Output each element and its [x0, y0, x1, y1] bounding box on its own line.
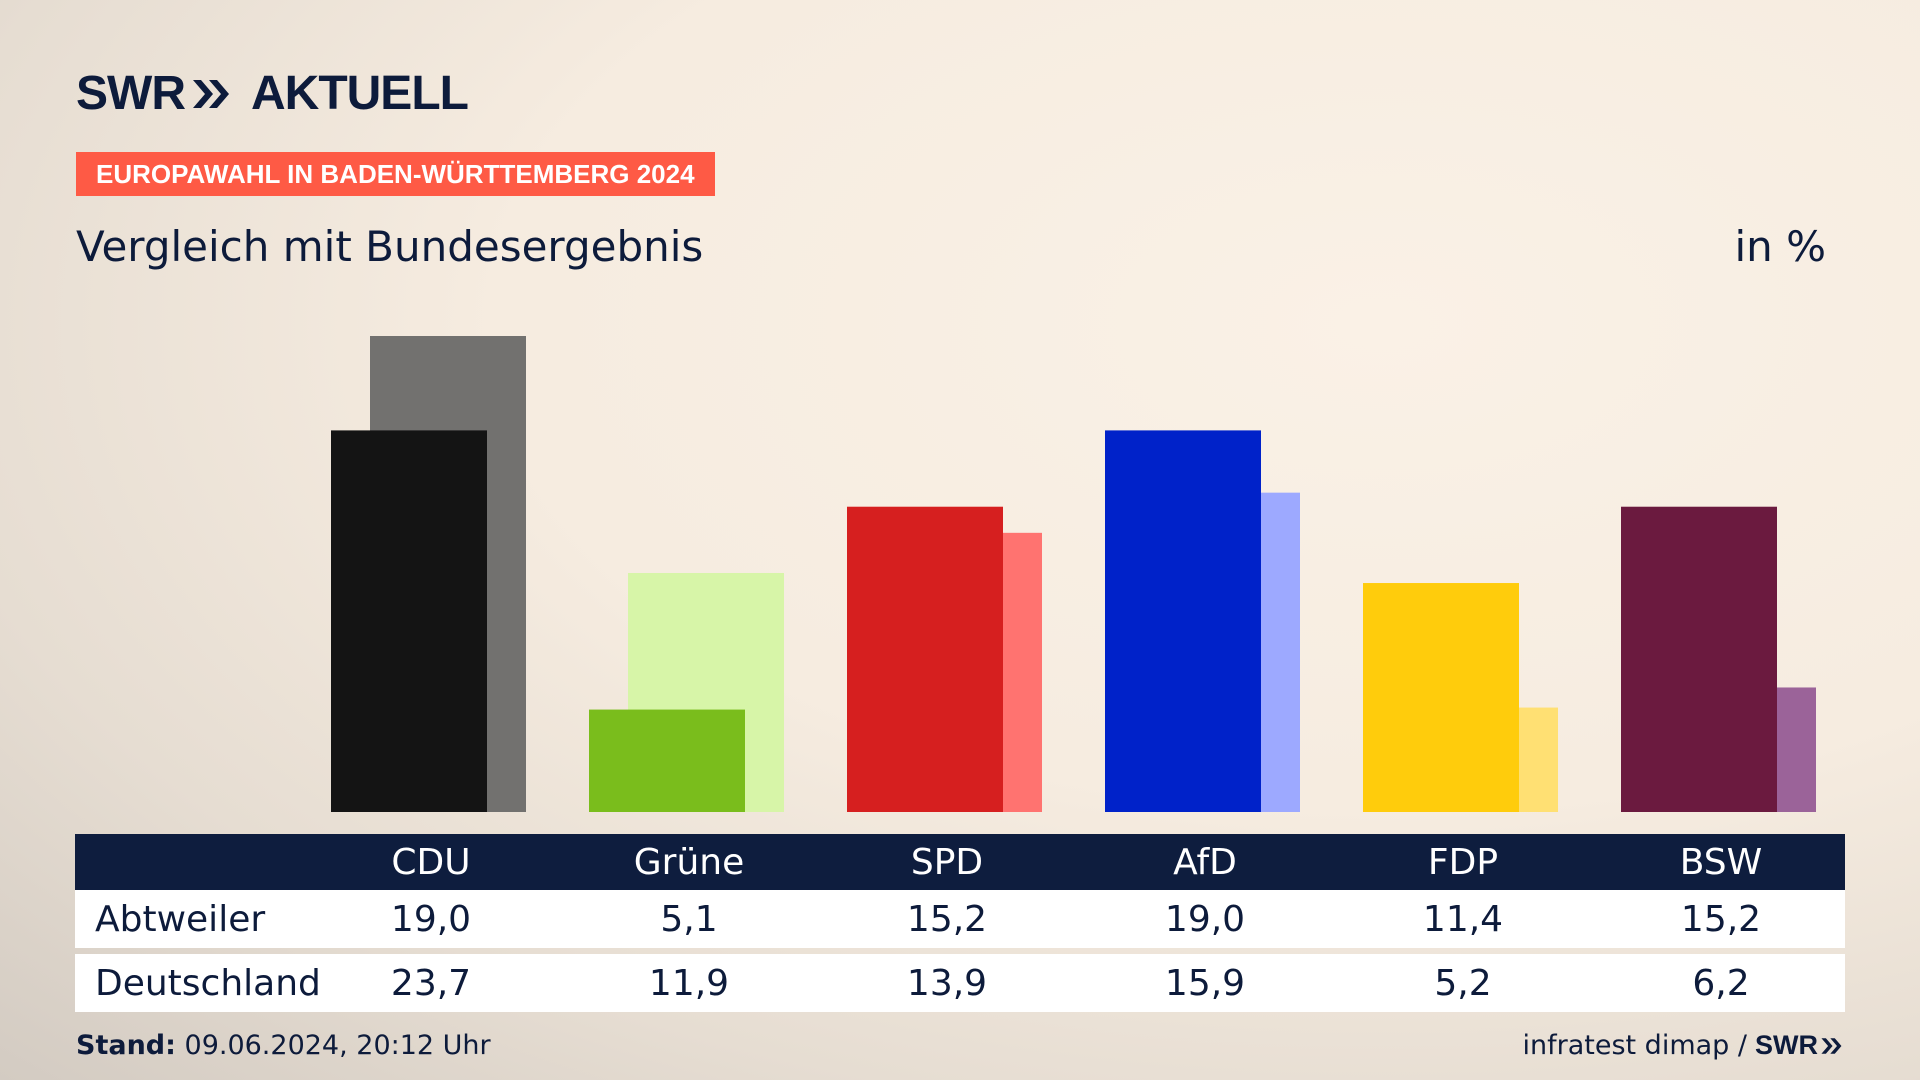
swr-aktuell-logo: SWR AKTUELL [76, 66, 469, 121]
results-table: CDU Grüne SPD AfD FDP BSW Abtweiler 19,0 5,1 15… [75, 834, 1845, 1012]
value-label-1-0: 23,7 [390, 962, 472, 1004]
table-row: Deutschland 23,7 11,9 13,9 15,9 5,2 6,2 [75, 954, 1845, 1012]
stand-value: 09.06.2024, 20:12 Uhr [184, 1030, 491, 1061]
party-label-1: Grüne [633, 841, 745, 883]
kicker-label: EUROPAWAHL IN BADEN-WÜRTTEMBERG 2024 [76, 152, 715, 196]
source-text: infratest dimap / [1522, 1030, 1747, 1061]
chart-subtitle: Vergleich mit Bundesergebnis [76, 222, 704, 271]
value-label-1-5: 6,2 [1692, 962, 1750, 1004]
value-label-0-1: 5,1 [660, 898, 718, 940]
unit-label: in % [1734, 222, 1826, 271]
stand-info: Stand: 09.06.2024, 20:12 Uhr [76, 1030, 491, 1061]
party-label-5: BSW [1679, 841, 1763, 883]
value-label-0-2: 15,2 [906, 898, 988, 940]
bar-abtweiler-0 [331, 430, 487, 812]
double-chevron-icon [192, 79, 229, 108]
table-row: Abtweiler 19,0 5,1 15,2 19,0 11,4 15,2 [75, 890, 1845, 948]
value-label-1-2: 13,9 [906, 962, 988, 1004]
party-label-0: CDU [391, 841, 471, 883]
double-chevron-icon [1821, 1037, 1842, 1054]
table-header: CDU Grüne SPD AfD FDP BSW [75, 834, 1845, 890]
bar-abtweiler-5 [1621, 506, 1777, 812]
value-label-1-1: 11,9 [648, 962, 730, 1004]
source-brand-name: SWR [1755, 1030, 1818, 1060]
value-label-0-5: 15,2 [1680, 898, 1762, 940]
row-label-deutschland: Deutschland [95, 962, 321, 1004]
brand-product: AKTUELL [250, 67, 469, 120]
value-label-1-3: 15,9 [1164, 962, 1246, 1004]
stand-label: Stand: [76, 1030, 176, 1061]
value-label-0-0: 19,0 [390, 898, 472, 940]
bar-abtweiler-2 [847, 506, 1003, 812]
value-label-0-4: 11,4 [1422, 898, 1504, 940]
bar-abtweiler-1 [589, 709, 745, 812]
party-label-4: FDP [1427, 841, 1499, 883]
source-brand: SWR [1755, 1030, 1844, 1061]
value-label-1-4: 5,2 [1434, 962, 1492, 1004]
source-info: infratest dimap / SWR [1522, 1030, 1844, 1061]
bar-abtweiler-4 [1363, 583, 1519, 812]
party-label-3: AfD [1173, 841, 1237, 883]
value-label-0-3: 19,0 [1164, 898, 1246, 940]
party-label-2: SPD [910, 841, 984, 883]
bar-abtweiler-3 [1105, 430, 1261, 812]
row-label-abtweiler: Abtweiler [95, 898, 266, 940]
brand-name: SWR [76, 67, 186, 120]
